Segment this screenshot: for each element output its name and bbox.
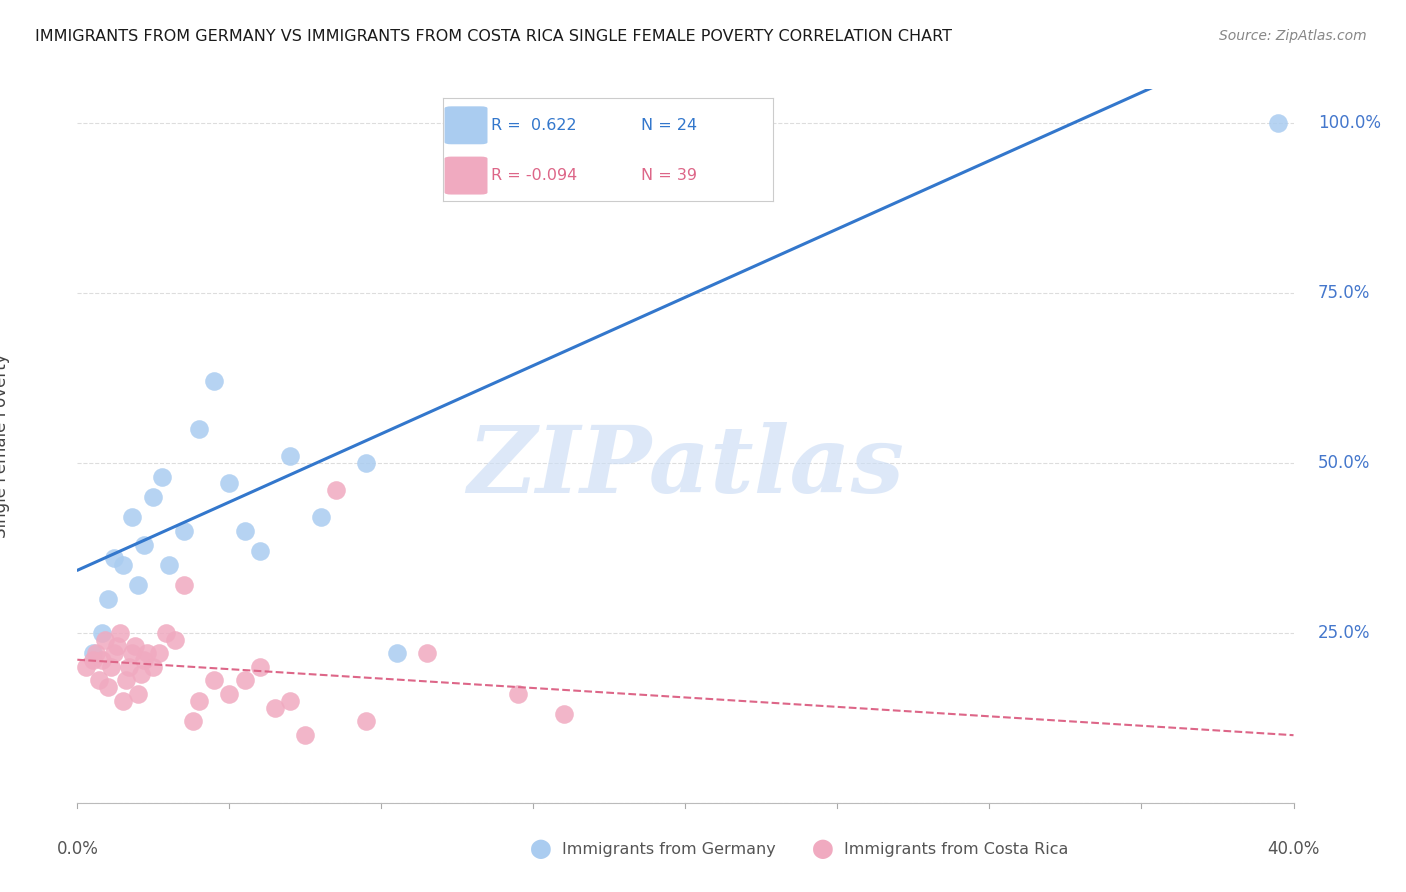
Point bbox=[325, 483, 347, 498]
Point bbox=[121, 510, 143, 524]
Point bbox=[155, 626, 177, 640]
Point bbox=[97, 591, 120, 606]
Point bbox=[93, 632, 115, 647]
Point bbox=[477, 150, 499, 164]
Text: 100.0%: 100.0% bbox=[1317, 114, 1381, 132]
Point bbox=[181, 714, 204, 729]
Point bbox=[148, 646, 170, 660]
Point bbox=[354, 714, 377, 729]
Point bbox=[309, 510, 332, 524]
Text: IMMIGRANTS FROM GERMANY VS IMMIGRANTS FROM COSTA RICA SINGLE FEMALE POVERTY CORR: IMMIGRANTS FROM GERMANY VS IMMIGRANTS FR… bbox=[35, 29, 952, 44]
Point bbox=[163, 632, 186, 647]
Point bbox=[103, 646, 125, 660]
Point bbox=[173, 524, 195, 538]
Point bbox=[127, 687, 149, 701]
Point bbox=[202, 673, 225, 688]
Point bbox=[97, 680, 120, 694]
Point bbox=[103, 551, 125, 566]
Point bbox=[142, 660, 165, 674]
Text: ⬤: ⬤ bbox=[811, 839, 834, 859]
Point bbox=[233, 524, 256, 538]
Text: Immigrants from Costa Rica: Immigrants from Costa Rica bbox=[844, 842, 1069, 856]
Point bbox=[294, 728, 316, 742]
Point bbox=[354, 456, 377, 470]
Point bbox=[278, 449, 301, 463]
Text: 75.0%: 75.0% bbox=[1317, 284, 1371, 302]
Text: Source: ZipAtlas.com: Source: ZipAtlas.com bbox=[1219, 29, 1367, 43]
FancyBboxPatch shape bbox=[444, 106, 488, 145]
Point bbox=[118, 660, 141, 674]
Text: 0.0%: 0.0% bbox=[56, 840, 98, 858]
Point bbox=[202, 375, 225, 389]
Point bbox=[127, 578, 149, 592]
Point bbox=[129, 666, 152, 681]
Point bbox=[188, 422, 211, 436]
Point bbox=[264, 700, 287, 714]
Point bbox=[553, 707, 575, 722]
Text: R =  0.622: R = 0.622 bbox=[491, 119, 576, 133]
Text: 50.0%: 50.0% bbox=[1317, 454, 1371, 472]
Point bbox=[188, 694, 211, 708]
Point bbox=[75, 660, 97, 674]
Point bbox=[134, 653, 156, 667]
Point bbox=[522, 150, 544, 164]
Point bbox=[111, 558, 134, 572]
Point bbox=[173, 578, 195, 592]
Point bbox=[152, 469, 174, 483]
Text: Single Female Poverty: Single Female Poverty bbox=[0, 354, 10, 538]
Point bbox=[90, 626, 112, 640]
Point bbox=[87, 673, 110, 688]
Point bbox=[233, 673, 256, 688]
Text: Immigrants from Germany: Immigrants from Germany bbox=[562, 842, 776, 856]
Point bbox=[111, 694, 134, 708]
Point bbox=[108, 626, 131, 640]
Text: N = 39: N = 39 bbox=[641, 168, 697, 183]
Text: 25.0%: 25.0% bbox=[1317, 624, 1371, 642]
Point bbox=[385, 646, 408, 660]
Text: ⬤: ⬤ bbox=[530, 839, 553, 859]
Text: N = 24: N = 24 bbox=[641, 119, 697, 133]
FancyBboxPatch shape bbox=[444, 157, 488, 194]
Point bbox=[90, 653, 112, 667]
Point bbox=[84, 646, 107, 660]
Point bbox=[249, 660, 271, 674]
Point bbox=[121, 646, 143, 660]
Point bbox=[249, 544, 271, 558]
Point bbox=[105, 640, 128, 654]
Point bbox=[115, 673, 138, 688]
Point bbox=[124, 640, 146, 654]
Text: ZIPatlas: ZIPatlas bbox=[467, 423, 904, 512]
Point bbox=[157, 558, 180, 572]
Point bbox=[100, 660, 122, 674]
Point bbox=[278, 694, 301, 708]
Point bbox=[416, 646, 439, 660]
Point bbox=[82, 653, 104, 667]
Point bbox=[136, 646, 159, 660]
Point bbox=[82, 646, 104, 660]
Point bbox=[218, 476, 240, 491]
Text: 40.0%: 40.0% bbox=[1267, 840, 1320, 858]
Text: R = -0.094: R = -0.094 bbox=[491, 168, 576, 183]
Point bbox=[142, 490, 165, 504]
Point bbox=[134, 537, 156, 551]
Point bbox=[508, 687, 530, 701]
Point bbox=[218, 687, 240, 701]
Point bbox=[1267, 116, 1289, 130]
